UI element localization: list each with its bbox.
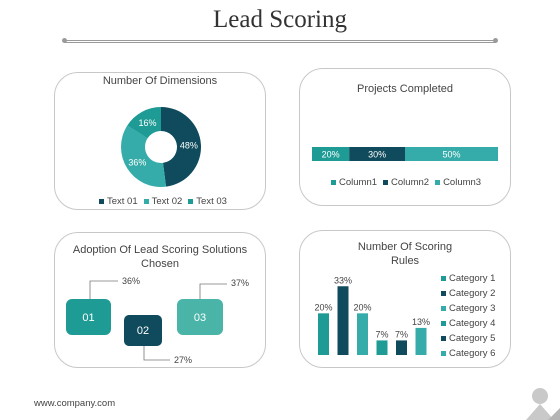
rules-legend-item-6: Category 6 bbox=[441, 346, 495, 361]
adoption-title-line1: Adoption Of Lead Scoring Solutions bbox=[72, 244, 248, 256]
rules-legend-item-3: Category 3 bbox=[441, 301, 495, 316]
title-divider bbox=[64, 40, 496, 43]
legend-swatch bbox=[188, 199, 194, 204]
donut-slice-2 bbox=[121, 125, 167, 187]
adoption-box-03 bbox=[177, 299, 223, 335]
projects-title: Projects Completed bbox=[357, 83, 453, 95]
legend-label: Column1 bbox=[339, 177, 378, 188]
rules-legend: Category 1 Category 2 Category 3 Category 4… bbox=[441, 271, 495, 361]
legend-swatch bbox=[435, 180, 441, 185]
legend-label: Category 4 bbox=[449, 318, 496, 329]
legend-swatch bbox=[99, 199, 104, 204]
rules-bar-label-3: 20% bbox=[353, 302, 371, 312]
adoption-box-label-03: 03 bbox=[194, 312, 206, 324]
legend-label: Category 2 bbox=[449, 288, 496, 299]
projects-segment-3 bbox=[405, 147, 498, 161]
legend-swatch bbox=[383, 180, 389, 185]
legend-label: Category 1 bbox=[449, 273, 496, 284]
legend-item-column1: Column1 bbox=[331, 177, 377, 188]
rules-legend-item-1: Category 1 bbox=[441, 271, 495, 286]
legend-label: Category 3 bbox=[449, 303, 496, 314]
projects-card: Projects Completed 20% 30% 50% Column1 Col… bbox=[299, 68, 511, 206]
legend-label: Column3 bbox=[443, 177, 482, 188]
connector-03 bbox=[199, 283, 227, 299]
divider-dot-left bbox=[62, 38, 67, 43]
legend-item-column2: Column2 bbox=[383, 177, 429, 188]
rules-card: Number Of Scoring Rules 20% 33% 20% 7% 7% 13%… bbox=[299, 230, 511, 368]
legend-swatch bbox=[441, 291, 446, 296]
adoption-value-02: 27% bbox=[174, 355, 192, 365]
rules-title: Number Of Scoring Rules bbox=[300, 240, 510, 268]
adoption-value-03: 37% bbox=[231, 278, 249, 288]
legend-swatch bbox=[441, 306, 446, 311]
rules-bar-chart: 20% 33% 20% 7% 7% 13% bbox=[314, 275, 430, 355]
rules-bar-2 bbox=[337, 286, 349, 355]
dimensions-donut-chart: 48% 36% 16% bbox=[121, 107, 201, 187]
projects-stacked-bar: 20% 30% 50% bbox=[312, 147, 498, 161]
legend-label: Text 02 bbox=[151, 196, 183, 207]
adoption-title-line2: Chosen bbox=[141, 258, 179, 270]
adoption-graphic: 01 02 03 36% 27% 37% bbox=[66, 276, 249, 365]
rules-bar-label-5: 7% bbox=[395, 329, 408, 339]
corner-decoration-icon bbox=[526, 388, 560, 420]
connector-02 bbox=[143, 345, 170, 361]
projects-segment-1 bbox=[312, 147, 350, 161]
donut-label-3: 16% bbox=[139, 118, 157, 128]
rules-title-line1: Number Of Scoring bbox=[357, 241, 453, 253]
projects-legend: Column1 Column2 Column3 bbox=[331, 177, 481, 188]
rules-bar-3 bbox=[357, 313, 368, 355]
adoption-card: Adoption Of Lead Scoring Solutions Chose… bbox=[54, 232, 266, 368]
rules-bar-label-1: 20% bbox=[314, 302, 332, 312]
dimensions-legend: Text 01 Text 02 Text 03 bbox=[99, 196, 227, 207]
legend-item-text-03: Text 03 bbox=[188, 196, 227, 207]
legend-swatch bbox=[441, 336, 446, 341]
adoption-box-label-01: 01 bbox=[82, 312, 94, 324]
legend-item-text-02: Text 02 bbox=[143, 196, 183, 207]
projects-segment-label-1: 20% bbox=[322, 150, 340, 160]
rules-legend-item-5: Category 5 bbox=[441, 331, 495, 346]
rules-bar-label-4: 7% bbox=[375, 329, 388, 339]
rules-legend-item-4: Category 4 bbox=[441, 316, 495, 331]
rules-bar-6 bbox=[415, 327, 427, 355]
adoption-box-label-02: 02 bbox=[137, 325, 149, 337]
legend-label: Category 6 bbox=[449, 348, 496, 359]
legend-swatch bbox=[441, 276, 446, 281]
page-title: Lead Scoring bbox=[213, 6, 347, 33]
projects-segment-2 bbox=[349, 147, 405, 161]
legend-label: Text 03 bbox=[196, 196, 227, 207]
legend-label: Text 01 bbox=[107, 196, 138, 207]
legend-label: Category 5 bbox=[449, 333, 496, 344]
donut-label-2: 36% bbox=[128, 158, 146, 168]
rules-legend-item-2: Category 2 bbox=[441, 286, 495, 301]
footer-url: www.company.com bbox=[34, 398, 116, 409]
rules-bar-1 bbox=[318, 313, 329, 355]
rules-bar-label-6: 13% bbox=[412, 317, 430, 327]
adoption-value-01: 36% bbox=[122, 276, 140, 286]
legend-item-column3: Column3 bbox=[435, 177, 481, 188]
legend-swatch bbox=[441, 321, 446, 326]
dimensions-card: Number Of Dimensions 48% 36% 16% Text 01 T… bbox=[54, 72, 266, 210]
rules-bar-4 bbox=[376, 340, 388, 355]
donut-label-1: 48% bbox=[180, 141, 198, 151]
projects-segment-label-2: 30% bbox=[368, 150, 386, 160]
legend-item-text-01: Text 01 bbox=[99, 196, 138, 207]
dimensions-title: Number Of Dimensions bbox=[102, 75, 218, 87]
adoption-box-02 bbox=[124, 315, 162, 346]
legend-swatch bbox=[441, 351, 446, 356]
connector-01 bbox=[89, 280, 118, 299]
legend-swatch bbox=[143, 199, 149, 204]
legend-label: Column2 bbox=[391, 177, 430, 188]
divider-dot-right bbox=[493, 38, 498, 43]
donut-slice-1 bbox=[161, 107, 201, 187]
rules-bar-label-2: 33% bbox=[334, 275, 352, 285]
projects-segment-label-3: 50% bbox=[442, 150, 460, 160]
adoption-box-01 bbox=[66, 299, 111, 335]
rules-title-line2: Rules bbox=[390, 255, 420, 267]
rules-bar-5 bbox=[396, 340, 407, 355]
legend-swatch bbox=[331, 180, 336, 185]
donut-slice-3 bbox=[127, 107, 161, 139]
adoption-title: Adoption Of Lead Scoring Solutions Chose… bbox=[55, 243, 265, 271]
